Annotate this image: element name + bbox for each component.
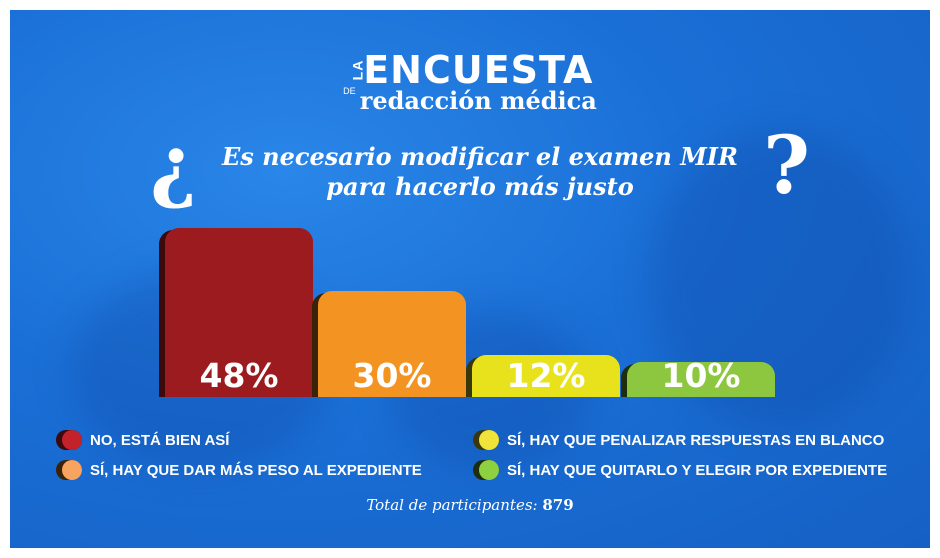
- legend-item: SÍ, HAY QUE PENALIZAR RESPUESTAS EN BLAN…: [473, 430, 884, 450]
- question-text: Es necesario modificar el examen MIR par…: [200, 142, 760, 202]
- logo: LAENCUESTA DE redacción médica: [10, 48, 930, 115]
- legend-swatch: [473, 430, 499, 450]
- total-label: Total de participantes:: [366, 496, 538, 514]
- bar-data-label: 12%: [506, 355, 586, 395]
- legend-item: SÍ, HAY QUE QUITARLO Y ELEGIR POR EXPEDI…: [473, 460, 887, 480]
- bar-1: 48%: [165, 228, 313, 397]
- question-open-mark: ¿: [150, 118, 197, 212]
- bar-3: 12%: [472, 354, 620, 397]
- legend-label: SÍ, HAY QUE QUITARLO Y ELEGIR POR EXPEDI…: [507, 461, 888, 479]
- bar-data-label: 30%: [352, 355, 432, 395]
- bar-data-label: 48%: [199, 355, 279, 395]
- question-line-1: Es necesario modificar el examen MIR: [222, 142, 738, 171]
- logo-de: DE: [343, 86, 356, 96]
- bar-2: 30%: [318, 291, 466, 397]
- question-close-mark: ?: [763, 118, 810, 212]
- legend-item: SÍ, HAY QUE DAR MÁS PESO AL EXPEDIENTE: [56, 460, 422, 480]
- legend-label: SÍ, HAY QUE PENALIZAR RESPUESTAS EN BLAN…: [507, 431, 885, 449]
- legend-label: NO, ESTÁ BIEN ASÍ: [90, 431, 230, 449]
- infographic: LAENCUESTA DE redacción médica ¿ Es neces…: [10, 10, 930, 548]
- legend-swatch: [56, 460, 82, 480]
- question: ¿ Es necesario modificar el examen MIR p…: [150, 118, 810, 222]
- question-line-2: para hacerlo más justo: [326, 172, 634, 201]
- bar-4: 10%: [627, 356, 775, 397]
- legend-item: NO, ESTÁ BIEN ASÍ: [56, 430, 229, 450]
- legend-swatch: [56, 430, 82, 450]
- legend-label: SÍ, HAY QUE DAR MÁS PESO AL EXPEDIENTE: [90, 461, 422, 479]
- bar-data-label: 10%: [661, 355, 741, 395]
- bar-chart: 48% 30% 12% 10%: [10, 10, 930, 410]
- legend-swatch: [473, 460, 499, 480]
- logo-encuesta: ENCUESTA: [363, 48, 594, 92]
- total-participants: Total de participantes: 879: [10, 496, 930, 514]
- logo-brand: redacción médica: [359, 86, 597, 115]
- total-value: 879: [542, 496, 574, 514]
